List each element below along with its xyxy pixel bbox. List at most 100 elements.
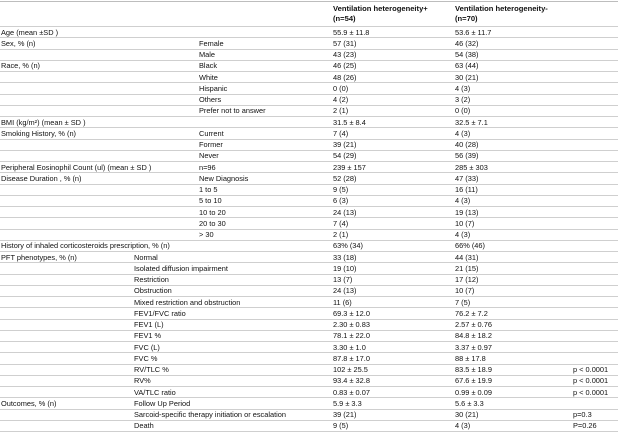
value-vh-negative: 0 (0) [455, 106, 471, 116]
value-vh-negative: 4 (3) [455, 421, 471, 431]
value-vh-negative: 44 (31) [455, 252, 479, 262]
value-vh-negative: 67.6 ± 19.9 [455, 376, 492, 386]
row-measure: Normal [134, 252, 158, 262]
row-divider [0, 82, 618, 84]
row-divider [0, 262, 618, 264]
row-sublabel: White [199, 72, 218, 82]
row-divider [0, 397, 618, 399]
row-divider [0, 408, 618, 410]
row-divider [0, 37, 618, 39]
p-value: p < 0.0001 [573, 376, 609, 386]
value-vh-positive: 52 (28) [333, 173, 357, 183]
value-vh-negative: 10 (7) [455, 218, 475, 228]
value-vh-positive: 5.9 ± 3.3 [333, 398, 362, 408]
value-vh-negative: 16 (11) [455, 185, 478, 194]
value-vh-negative: 4 (3) [455, 83, 471, 93]
row-sublabel: 1 to 5 [199, 185, 218, 194]
row-divider [0, 296, 618, 297]
value-vh-negative: 56 (39) [455, 151, 479, 161]
row-divider [0, 206, 618, 207]
value-vh-positive: 19 (10) [333, 263, 357, 273]
value-vh-positive: 9 (5) [333, 185, 349, 194]
value-vh-negative: 4 (3) [455, 230, 471, 239]
value-vh-positive: 33 (18) [333, 252, 357, 262]
row-measure: FVC % [134, 353, 158, 363]
row-measure: Isolated diffusion impairment [134, 263, 228, 273]
row-divider [0, 329, 618, 331]
value-vh-negative: 30 (21) [455, 72, 479, 82]
row-divider [0, 352, 618, 354]
row-divider [0, 161, 618, 162]
row-sublabel: n=96 [199, 162, 216, 172]
value-vh-positive: 63% (34) [333, 241, 363, 251]
value-vh-negative: 17 (12) [455, 275, 479, 284]
value-vh-negative: 285 ± 303 [455, 162, 488, 172]
value-vh-negative: 4 (3) [455, 128, 471, 138]
value-vh-positive: 57 (31) [333, 38, 357, 48]
value-vh-positive: 55.9 ± 11.8 [333, 27, 370, 37]
value-vh-negative: 21 (15) [455, 263, 479, 273]
value-vh-positive: 24 (13) [333, 207, 357, 217]
row-label: PFT phenotypes, % (n) [1, 252, 77, 262]
row-label: Race, % (n) [1, 61, 41, 71]
row-sublabel: > 30 [199, 230, 214, 239]
value-vh-negative: 46 (32) [455, 38, 479, 48]
value-vh-positive: 6 (3) [333, 196, 349, 206]
row-divider [0, 71, 618, 72]
value-vh-positive: 239 ± 157 [333, 162, 366, 172]
header-vh-positive-label: Ventilation heterogeneity+ [333, 4, 428, 13]
row-divider [0, 127, 618, 129]
value-vh-positive: 4 (2) [333, 95, 349, 104]
row-label: BMI (kg/m²) (mean ± SD ) [1, 117, 86, 127]
p-value: p < 0.0001 [573, 365, 609, 374]
value-vh-positive: 0 (0) [333, 83, 349, 93]
header-vh-negative-n: (n=70) [455, 14, 478, 23]
row-sublabel: 5 to 10 [199, 196, 222, 206]
row-divider [0, 419, 618, 421]
row-sublabel: Former [199, 140, 223, 149]
row-divider [0, 431, 618, 432]
value-vh-positive: 39 (21) [333, 410, 357, 419]
row-measure: RV% [134, 376, 151, 386]
value-vh-positive: 39 (21) [333, 140, 357, 149]
value-vh-positive: 24 (13) [333, 286, 357, 296]
header-divider [0, 26, 618, 27]
row-sublabel: Female [199, 38, 224, 48]
value-vh-negative: 54 (38) [455, 50, 479, 59]
row-divider [0, 318, 618, 320]
row-sublabel: Male [199, 50, 216, 59]
row-divider [0, 363, 618, 365]
row-divider [0, 172, 618, 174]
row-divider [0, 228, 618, 230]
value-vh-negative: 5.6 ± 3.3 [455, 398, 484, 408]
value-vh-negative: 76.2 ± 7.2 [455, 308, 488, 318]
value-vh-negative: 19 (13) [455, 207, 479, 217]
value-vh-negative: 32.5 ± 7.1 [455, 117, 488, 127]
row-divider [0, 374, 618, 376]
value-vh-positive: 2 (1) [333, 106, 349, 116]
value-vh-positive: 93.4 ± 32.8 [333, 376, 370, 386]
row-sublabel: Never [199, 151, 219, 161]
value-vh-positive: 3.30 ± 1.0 [333, 342, 366, 352]
value-vh-negative: 7 (5) [455, 297, 471, 307]
row-label: History of inhaled corticosteroids presc… [1, 241, 170, 251]
row-measure: Mixed restriction and obstruction [134, 297, 241, 307]
value-vh-positive: 46 (25) [333, 61, 357, 71]
row-label: Age (mean ±SD ) [1, 27, 59, 37]
p-value: p=0.3 [573, 410, 592, 419]
row-sublabel: Black [199, 61, 218, 71]
value-vh-positive: 0.83 ± 0.07 [333, 387, 370, 397]
value-vh-positive: 2.30 ± 0.83 [333, 320, 370, 329]
value-vh-negative: 83.5 ± 18.9 [455, 365, 492, 374]
row-sublabel: 10 to 20 [199, 207, 226, 217]
value-vh-negative: 4 (3) [455, 196, 471, 206]
header-vh-negative-label: Ventilation heterogeneity- [455, 4, 548, 13]
value-vh-negative: 47 (33) [455, 173, 479, 183]
value-vh-negative: 3.37 ± 0.97 [455, 342, 492, 352]
value-vh-positive: 31.5 ± 8.4 [333, 117, 366, 127]
row-measure: FVC (L) [134, 342, 160, 352]
row-label: Peripheral Eosinophil Count (ul) (mean ±… [1, 162, 152, 172]
row-measure: Restriction [134, 275, 169, 284]
value-vh-negative: 84.8 ± 18.2 [455, 331, 492, 341]
